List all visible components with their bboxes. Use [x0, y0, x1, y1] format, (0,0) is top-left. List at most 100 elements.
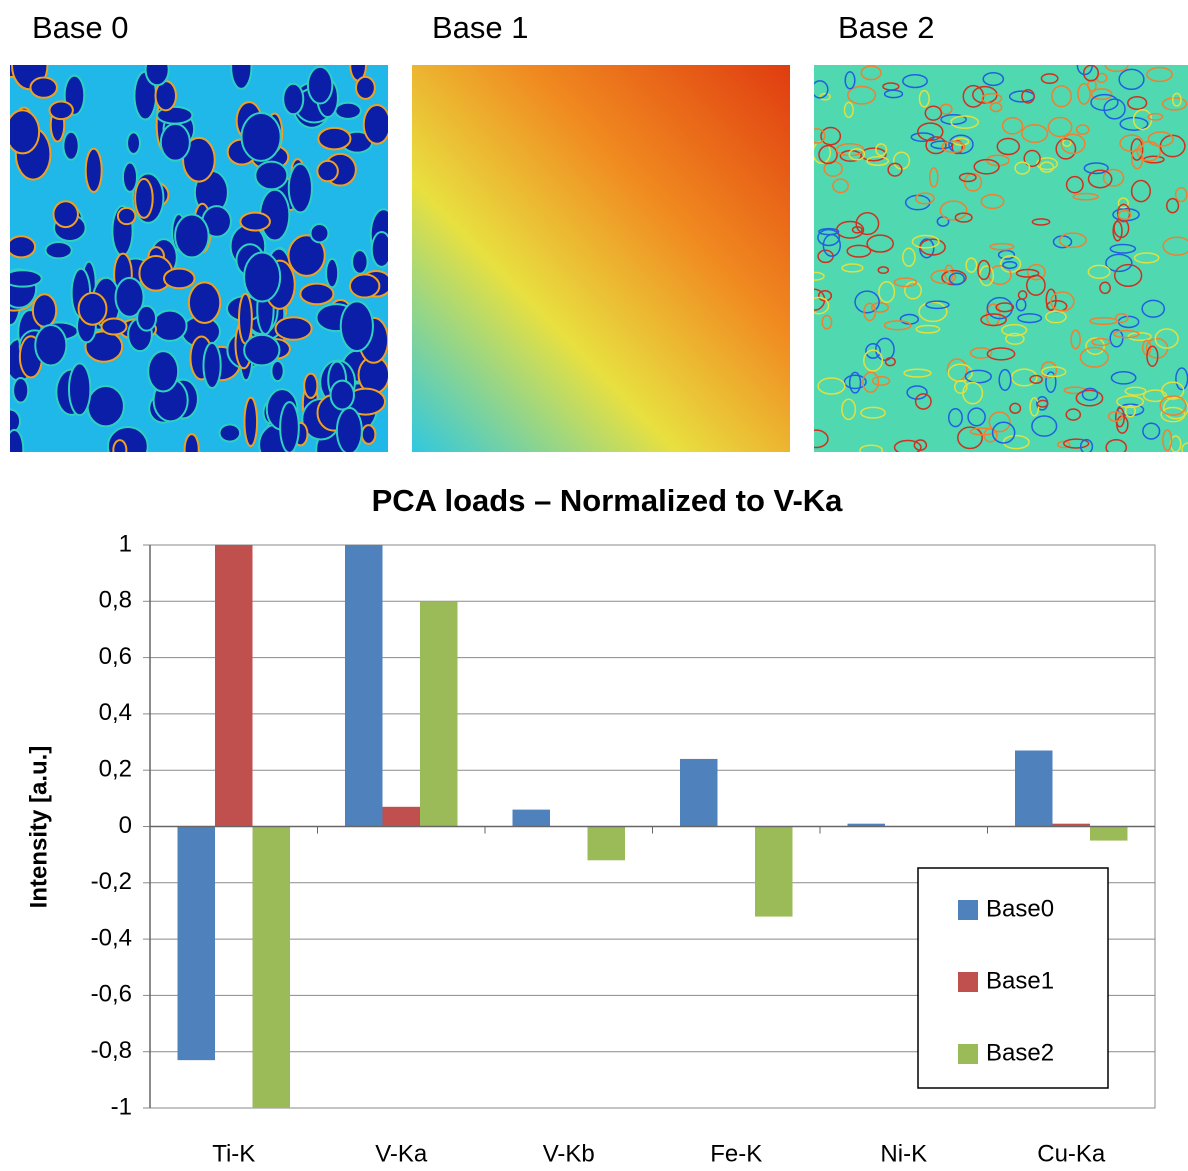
texture-blob [860, 65, 882, 81]
texture-blob [1161, 97, 1188, 111]
texture-blob [243, 333, 281, 367]
texture-blob [947, 407, 963, 428]
texture-blob [86, 384, 125, 428]
texture-blob [998, 368, 1012, 391]
texture-blob [986, 296, 1014, 320]
texture-blob [1124, 404, 1136, 418]
heatmap-texture [10, 65, 388, 452]
texture-blob [965, 257, 978, 273]
texture-blob [1023, 149, 1041, 168]
texture-blob [982, 71, 1005, 87]
y-tick-label: -1 [111, 1093, 132, 1120]
texture-blob [348, 273, 381, 299]
texture-blob [309, 223, 330, 244]
texture-blob [924, 105, 943, 121]
texture-blob [1005, 332, 1025, 345]
image-label: Base 2 [838, 10, 935, 45]
bar [252, 826, 290, 1108]
texture-blob [1141, 299, 1166, 318]
y-tick-label: -0,6 [91, 981, 132, 1008]
image-label: Base 0 [32, 10, 129, 45]
texture-blob [941, 140, 966, 153]
texture-blob [1075, 124, 1090, 136]
texture-blob [134, 177, 154, 219]
bar [382, 806, 420, 827]
texture-blob [1127, 95, 1148, 111]
texture-blob [1001, 117, 1024, 135]
texture-blob [910, 132, 935, 142]
texture-blob [814, 80, 829, 99]
y-tick-label: -0,8 [91, 1037, 132, 1064]
texture-blob [1103, 98, 1126, 120]
texture-blob [52, 200, 79, 229]
texture-blob [995, 302, 1015, 313]
texture-blob [116, 206, 137, 226]
texture-blob [325, 257, 340, 289]
texture-blob [1001, 323, 1028, 337]
texture-blob [1029, 374, 1043, 385]
texture-blob [243, 251, 282, 303]
texture-blob [287, 162, 313, 214]
bar [177, 826, 215, 1061]
texture-blob [1002, 434, 1030, 450]
legend-label: Base1 [986, 967, 1054, 994]
texture-blob [953, 379, 968, 394]
texture-blob [996, 137, 1020, 156]
texture-blob [44, 240, 73, 260]
texture-blob [1147, 112, 1164, 121]
texture-blob [911, 234, 940, 249]
texture-blob [31, 293, 58, 328]
texture-blob [883, 320, 912, 331]
texture-blob [875, 143, 888, 157]
texture-blob [1163, 396, 1188, 420]
texture-blob [980, 193, 1005, 210]
texture-blob [846, 244, 872, 258]
texture-blob [1014, 161, 1031, 175]
legend-label: Base0 [986, 895, 1054, 922]
texture-blob [906, 385, 928, 400]
texture-blob [1130, 179, 1151, 203]
texture-blob [1039, 161, 1055, 173]
texture-blob [1051, 85, 1072, 108]
texture-blob [854, 290, 880, 314]
texture-blob [1057, 440, 1071, 449]
texture-blob [1131, 148, 1144, 170]
texture-blob [1142, 422, 1161, 440]
texture-blob [121, 161, 138, 193]
texture-blob [817, 228, 841, 247]
texture-blob [843, 101, 854, 119]
texture-blob [1116, 395, 1145, 409]
texture-blob [100, 317, 128, 336]
texture-blob [1114, 407, 1125, 428]
texture-blob [925, 136, 947, 155]
legend-label: Base2 [986, 1039, 1054, 1066]
x-tick-label: V-Ka [375, 1140, 428, 1167]
texture-blob [887, 162, 903, 177]
texture-blob [878, 280, 896, 303]
y-tick-label: 0,6 [99, 643, 132, 670]
texture-blob [918, 89, 930, 108]
texture-blob [240, 112, 282, 162]
texture-blob [1058, 232, 1087, 249]
texture-blob [814, 296, 830, 315]
texture-blob [893, 277, 918, 288]
x-tick-label: Ni-K [880, 1140, 927, 1167]
heatmap-texture [814, 65, 1188, 452]
texture-blob [903, 368, 932, 378]
bar [345, 545, 383, 827]
texture-blob [914, 192, 935, 205]
texture-blob [1165, 197, 1180, 214]
texture-blob [1109, 328, 1124, 348]
texture-blob [865, 343, 881, 359]
texture-blob [820, 126, 842, 146]
texture-blob [329, 379, 355, 411]
texture-blob [1017, 290, 1028, 300]
bar [1052, 823, 1090, 827]
texture-blob [875, 337, 895, 362]
texture-blob [1146, 345, 1159, 367]
texture-blob [163, 267, 196, 290]
texture-blob [1036, 399, 1049, 408]
texture-blob [925, 300, 950, 310]
texture-blob [1117, 209, 1132, 221]
